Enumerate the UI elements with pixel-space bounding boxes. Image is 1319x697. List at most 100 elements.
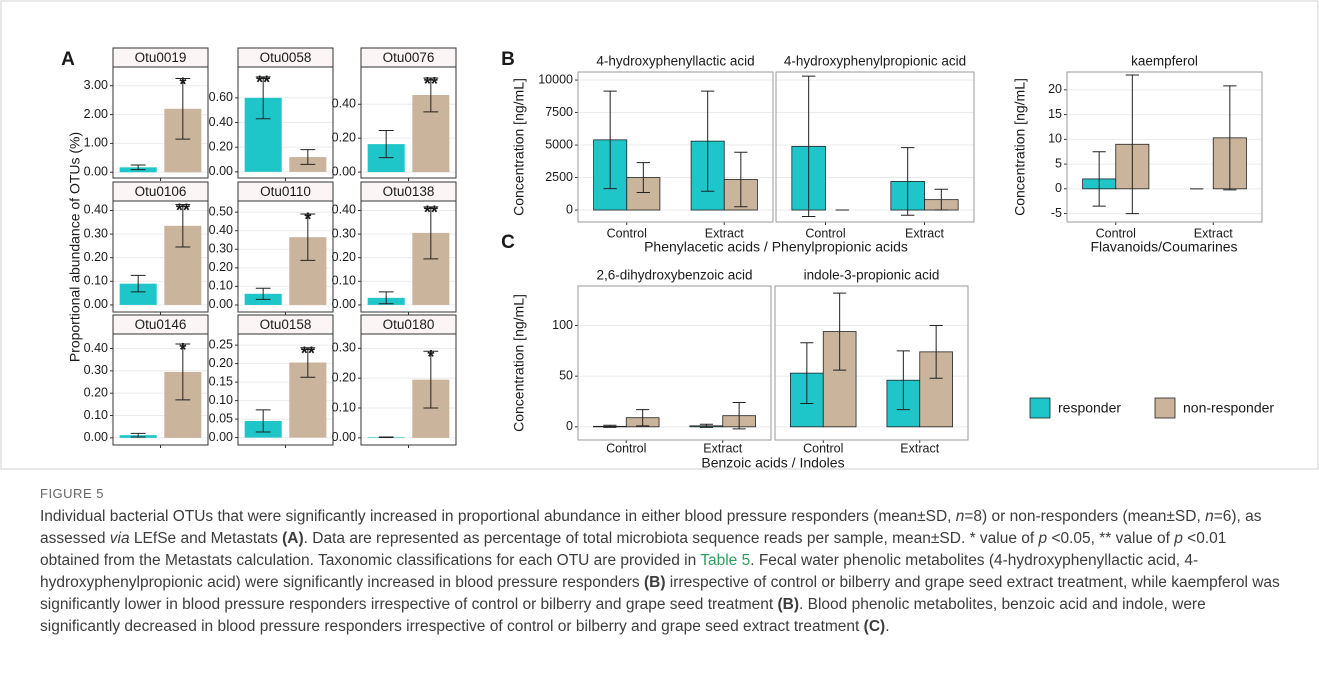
panel-border bbox=[360, 66, 457, 179]
y-tick-label: 0.40 bbox=[84, 341, 108, 355]
y-tick-label: 2.00 bbox=[84, 107, 108, 121]
facet-title: Otu0058 bbox=[260, 50, 312, 65]
x-axis-label: Flavanoids/Coumarines bbox=[1090, 239, 1237, 255]
error-bar bbox=[300, 149, 316, 165]
x-tick-label: Control bbox=[606, 441, 646, 455]
legend-label: non-responder bbox=[1183, 400, 1274, 416]
y-tick-label: 0.30 bbox=[209, 242, 233, 256]
y-tick-label: 100 bbox=[552, 318, 573, 332]
y-tick-label: 0.00 bbox=[209, 430, 233, 444]
error-bar bbox=[378, 436, 394, 439]
significance-label: ** bbox=[424, 74, 438, 94]
y-tick-label: 10 bbox=[1048, 132, 1062, 146]
significance-label: ** bbox=[256, 73, 270, 93]
x-tick-label: Control bbox=[803, 441, 843, 455]
significance-label: ** bbox=[424, 203, 438, 223]
panel-border bbox=[1066, 71, 1263, 223]
y-tick-label: 0.20 bbox=[209, 139, 233, 153]
y-axis-label: Proportional abundance of OTUs (%) bbox=[67, 132, 83, 362]
y-tick-label: 0.00 bbox=[84, 165, 108, 179]
error-bar bbox=[701, 90, 715, 192]
y-tick-label: 0.50 bbox=[209, 204, 233, 218]
y-tick-label: 0.20 bbox=[209, 356, 233, 370]
facet-title: indole-3-propionic acid bbox=[804, 268, 940, 283]
facet-title: Otu0019 bbox=[135, 50, 187, 65]
y-tick-label: 5 bbox=[1055, 156, 1062, 170]
panel-border bbox=[360, 333, 457, 446]
error-bar bbox=[130, 274, 146, 293]
y-tick-label: 0 bbox=[566, 202, 573, 216]
caption-text: <0.05, ** value of bbox=[1047, 530, 1175, 547]
y-tick-label: 20 bbox=[1048, 82, 1062, 96]
x-tick-label: Extract bbox=[703, 441, 742, 455]
caption-text: . bbox=[885, 618, 890, 635]
x-axis-label: Phenylacetic acids / Phenylpropionic aci… bbox=[644, 239, 908, 255]
y-tick-label: 0.10 bbox=[332, 274, 356, 288]
error-bar bbox=[603, 424, 617, 428]
panel-border bbox=[237, 200, 334, 313]
y-tick-label: 0.20 bbox=[332, 370, 356, 384]
error-bar bbox=[300, 213, 316, 261]
error-bar bbox=[175, 78, 191, 140]
facet-title: Otu0180 bbox=[383, 317, 435, 332]
caption-text: LEfSe and Metastats bbox=[129, 530, 283, 547]
y-tick-label: 0.30 bbox=[332, 226, 356, 240]
error-bar bbox=[929, 325, 943, 379]
bar bbox=[119, 283, 157, 305]
error-bar bbox=[175, 204, 191, 248]
panel-border bbox=[112, 200, 209, 313]
error-bar bbox=[833, 292, 847, 371]
error-bar bbox=[255, 76, 271, 120]
caption-text: via bbox=[109, 530, 130, 547]
facet-title: 4-hydroxyphenyllactic acid bbox=[596, 54, 754, 69]
facet-title: Otu0106 bbox=[135, 184, 187, 199]
caption-text: n bbox=[1205, 508, 1214, 525]
panel-border bbox=[360, 200, 457, 313]
caption-text: . Data are represented as percentage of … bbox=[303, 530, 1039, 547]
facet-title: Otu0146 bbox=[135, 317, 187, 332]
y-axis-label: Concentration [ng/mL] bbox=[1012, 78, 1028, 216]
error-bar bbox=[603, 90, 617, 190]
x-tick-label: Control bbox=[607, 226, 647, 240]
error-bar bbox=[800, 342, 814, 405]
caption-link[interactable]: Table 5 bbox=[700, 552, 751, 569]
y-tick-label: 0.00 bbox=[332, 297, 356, 311]
y-tick-label: 0.30 bbox=[84, 226, 108, 240]
y-tick-label: 0.10 bbox=[84, 408, 108, 422]
significance-label: * bbox=[427, 347, 434, 367]
y-tick-label: 0.40 bbox=[209, 115, 233, 129]
y-tick-label: 0.10 bbox=[84, 274, 108, 288]
facet-title: Otu0158 bbox=[260, 317, 312, 332]
x-axis-label: Benzoic acids / Indoles bbox=[701, 455, 844, 471]
error-bar bbox=[378, 130, 394, 159]
error-bar bbox=[1125, 74, 1139, 215]
caption-text: irrespective of control or bilberry and … bbox=[40, 574, 1280, 613]
caption-text: (C) bbox=[863, 618, 886, 635]
error-bar bbox=[130, 432, 146, 438]
error-bar bbox=[423, 350, 439, 409]
facet-title: kaempferol bbox=[1131, 54, 1198, 69]
y-tick-label: 15 bbox=[1048, 107, 1062, 121]
panel-border bbox=[775, 71, 975, 223]
y-tick-label: 0.60 bbox=[209, 90, 233, 104]
significance-label: * bbox=[179, 340, 186, 360]
error-bar bbox=[934, 188, 949, 211]
error-bar bbox=[636, 162, 650, 193]
error-bar bbox=[255, 287, 271, 300]
error-bar bbox=[423, 206, 439, 260]
caption-text: (B) bbox=[777, 596, 800, 613]
panel-border bbox=[112, 66, 209, 179]
y-tick-label: 0.20 bbox=[209, 260, 233, 274]
error-bar bbox=[175, 343, 191, 401]
y-tick-label: 0.40 bbox=[209, 223, 233, 237]
error-bar bbox=[734, 151, 748, 208]
caption-text: =8) or non-responders (mean±SD, bbox=[964, 508, 1206, 525]
caption-text: (B) bbox=[643, 574, 666, 591]
caption-text: (A) bbox=[282, 530, 304, 547]
error-bar bbox=[255, 409, 271, 433]
x-tick-label: Control bbox=[805, 226, 845, 240]
y-tick-label: 0.00 bbox=[84, 297, 108, 311]
facet-title: Otu0138 bbox=[383, 184, 435, 199]
y-tick-label: 0.20 bbox=[84, 385, 108, 399]
